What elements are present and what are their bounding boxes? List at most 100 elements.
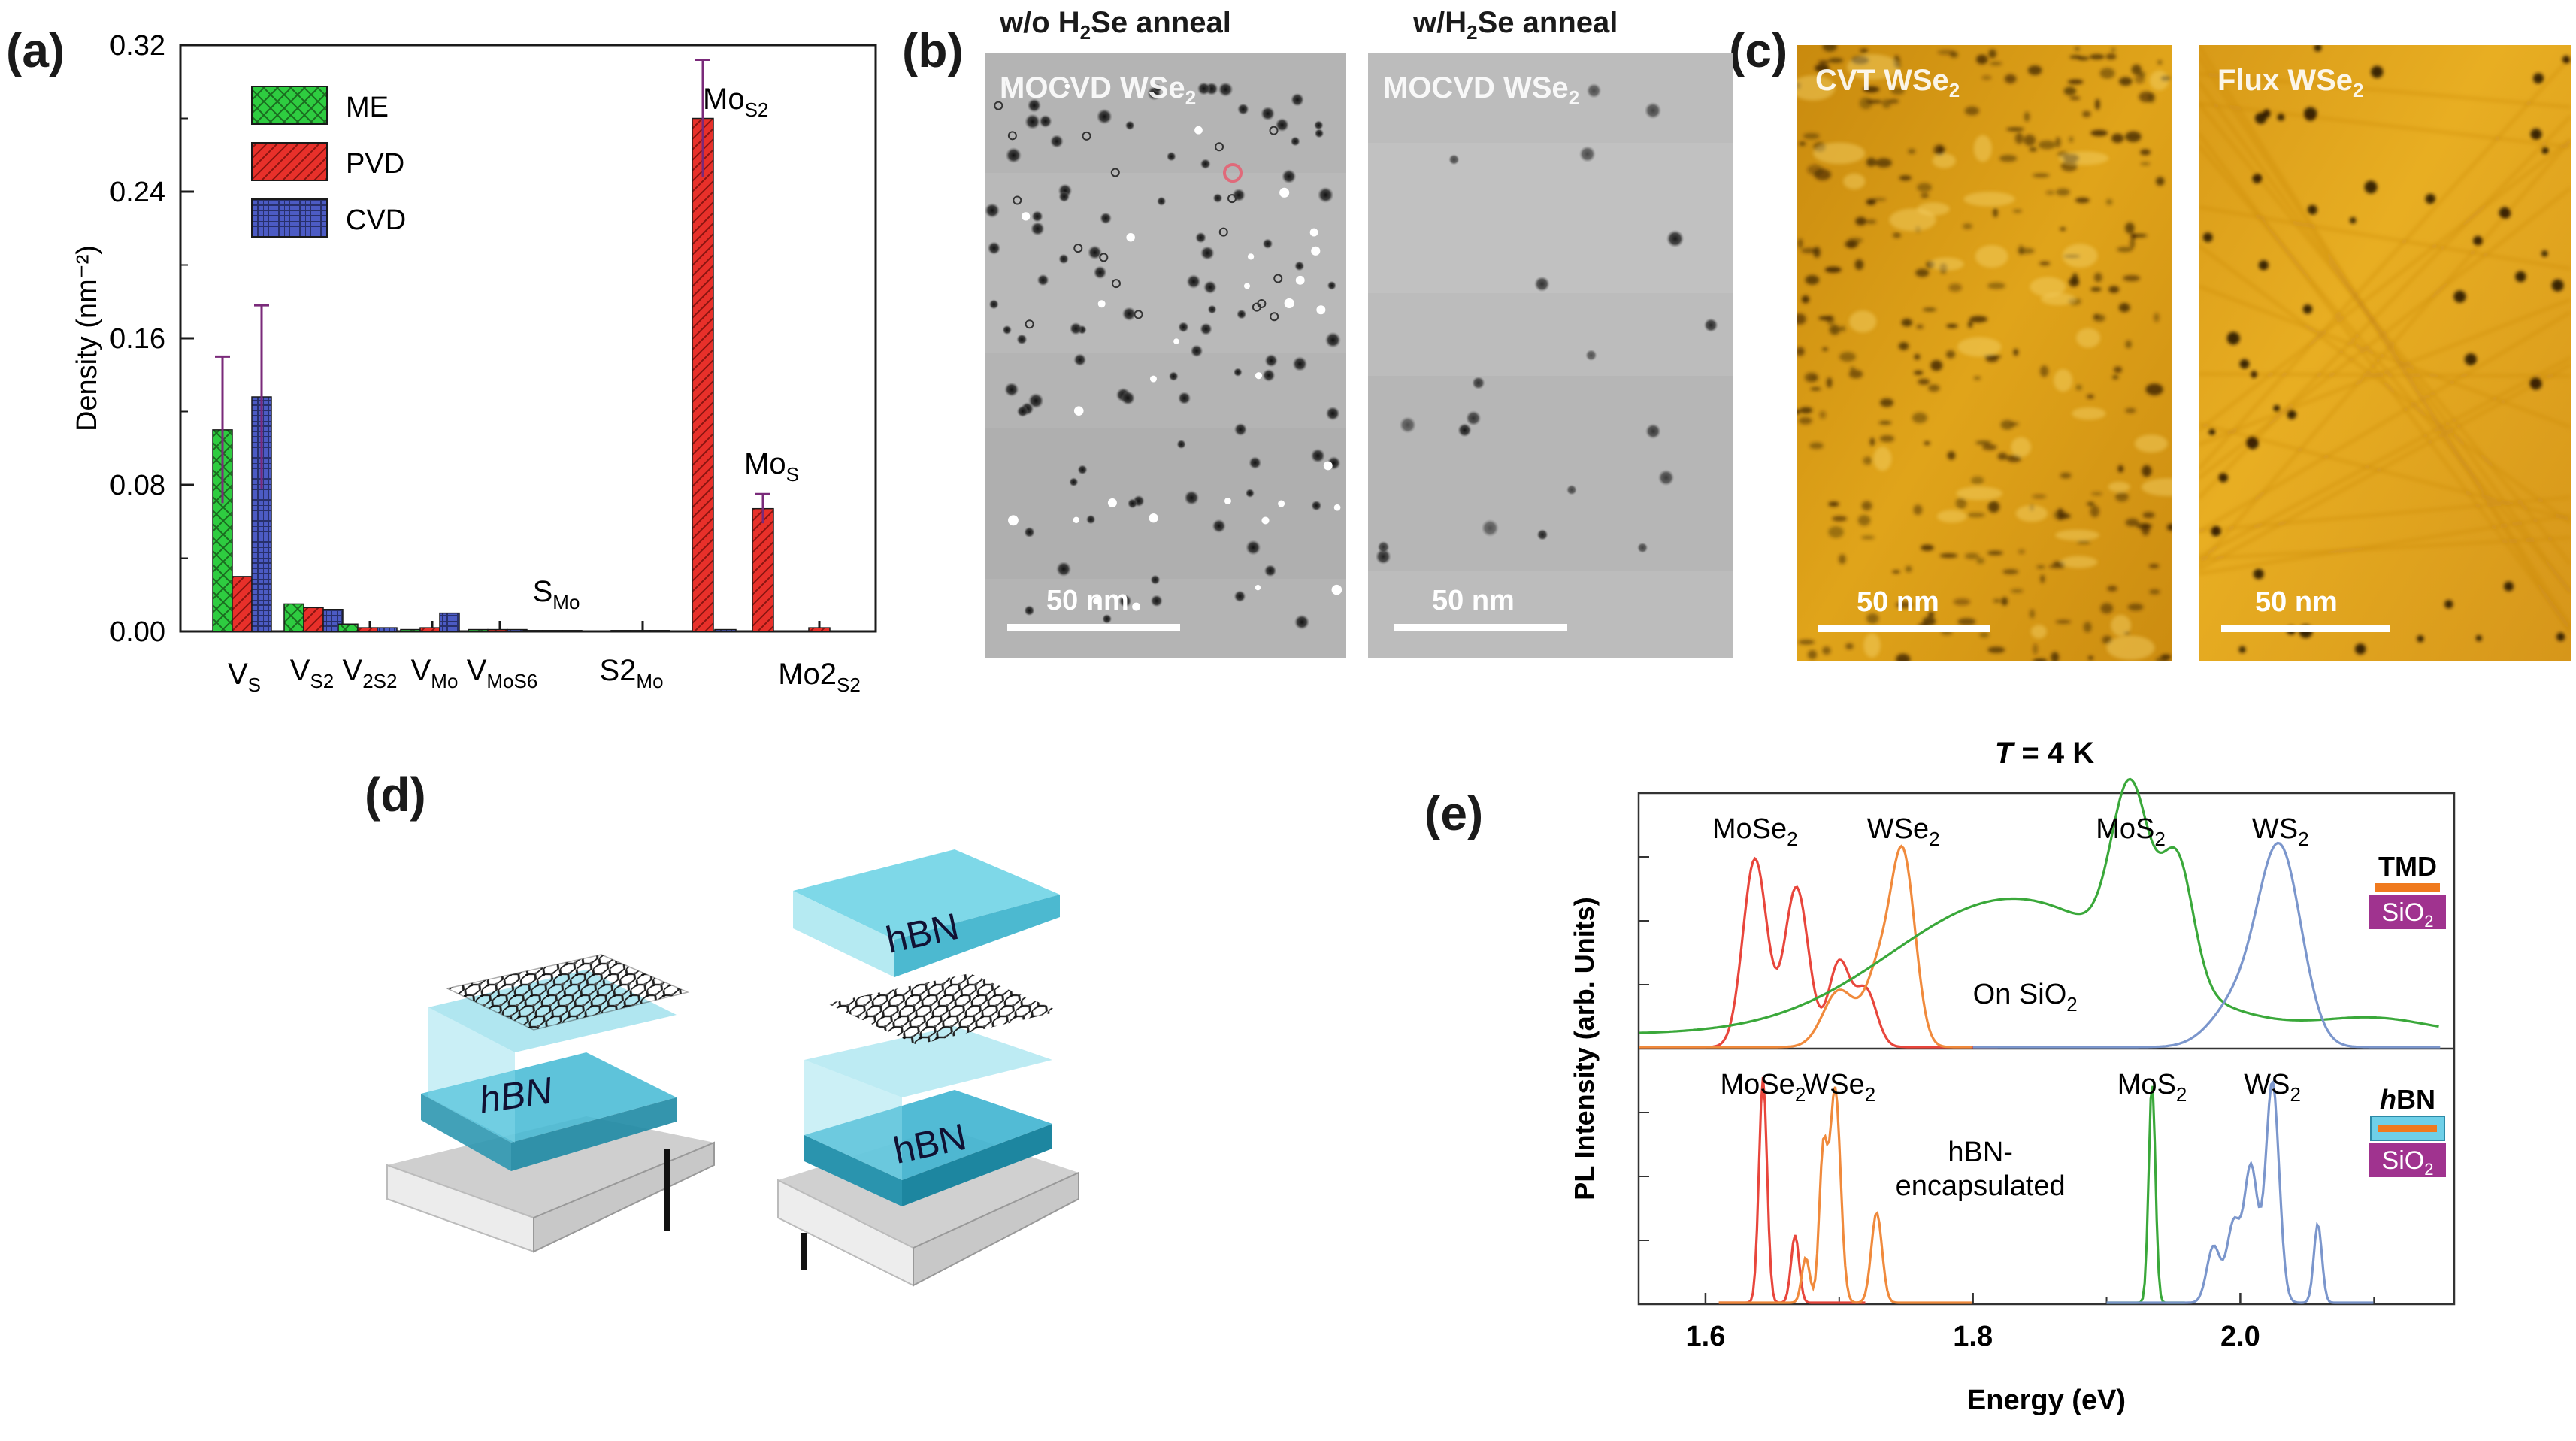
afm-dark-pit: [1815, 64, 1830, 72]
afm-dark-pit: [2018, 247, 2035, 254]
afm-dark-pit: [1927, 611, 1935, 617]
afm-streak: [2199, 55, 2571, 628]
afm-dark-pit: [2048, 565, 2066, 569]
afm-right-scale-bar: [2221, 625, 2390, 632]
defect-spot: [1666, 229, 1685, 248]
defect-spot: [1122, 307, 1137, 322]
bright-spot: [1255, 372, 1263, 380]
afm-dark-pit: [1922, 616, 1936, 626]
afm-defect: [2475, 635, 2482, 642]
defect-spot: [1027, 98, 1042, 113]
ring-defect: [1227, 194, 1237, 204]
defect-spot: [1168, 371, 1179, 382]
defect-spot: [1294, 614, 1310, 630]
afm-streak: [2199, 495, 2571, 534]
substrate-left: [386, 1116, 715, 1253]
defect-spot: [1087, 245, 1103, 260]
defect-spot: [1292, 356, 1308, 372]
afm-dark-pit: [2093, 272, 2102, 283]
peak-label-wse2-hbn: WSe2: [1803, 1069, 1875, 1106]
defect-spot: [1005, 147, 1022, 164]
bright-spot: [1295, 275, 1305, 285]
panel-label-c: (c): [1729, 23, 1788, 77]
afm-dark-pit: [2111, 47, 2116, 53]
afm-dark-pit: [1915, 268, 1930, 277]
afm-defect: [2252, 173, 2263, 184]
defect-spot: [1586, 83, 1602, 98]
afm-dark-pit: [1916, 324, 1924, 329]
legend-label-me: ME: [346, 92, 389, 123]
afm-dark-pit: [2111, 375, 2119, 380]
afm-dark-pit: [1890, 87, 1905, 95]
legend-swatch-me: [251, 86, 328, 125]
y-tick-label: 0.00: [110, 616, 165, 648]
afm-dark-pit: [2029, 609, 2036, 619]
afm-bright-region: [2141, 478, 2172, 496]
bright-spot: [1331, 584, 1342, 595]
afm-dark-pit: [1964, 106, 1980, 116]
defect-spot: [1085, 514, 1096, 525]
afm-dark-pit: [1826, 315, 1835, 325]
hbn-schematic: hBN hBN hBN: [386, 849, 1079, 1287]
bright-spot: [1132, 602, 1141, 611]
afm-dark-pit: [1976, 54, 1988, 65]
afm-streak: [2199, 71, 2571, 110]
pl-curve-ws2-sio2: [1972, 841, 2441, 1049]
defect-spot: [1585, 349, 1597, 362]
defect-spot: [1703, 318, 1718, 333]
afm-dark-pit: [2102, 635, 2113, 644]
defect-spot: [1073, 353, 1087, 367]
afm-dark-pit: [1973, 376, 1981, 380]
defect-spot: [1399, 416, 1417, 434]
inset-label-sio2: SiO2: [2382, 1146, 2434, 1179]
y-tick-label: 0.32: [110, 30, 165, 62]
ring-defect: [1218, 227, 1228, 237]
afm-dark-pit: [2115, 492, 2129, 502]
afm-defect: [2444, 600, 2453, 609]
inset-tmd-layer: [2378, 1125, 2437, 1132]
ring-defect: [1270, 312, 1279, 322]
afm-left-scale-text: 50 nm: [1857, 586, 1939, 618]
afm-dark-pit: [1809, 442, 1824, 450]
bright-spot: [1093, 598, 1100, 604]
afm-dark-pit: [1810, 387, 1821, 391]
pl-spectra-chart: T = 4 K 1.6 1.8 2.0 Energy (eV) PL Intensity …: [1569, 737, 2456, 1416]
defect-spot: [1566, 484, 1577, 495]
afm-defect: [2226, 331, 2240, 345]
defect-spot: [1003, 382, 1019, 397]
afm-defect: [2239, 359, 2250, 369]
bar-pvd-Mo2S2: [808, 627, 831, 632]
defect-spot: [1294, 261, 1305, 271]
defect-spot: [1237, 103, 1249, 116]
bar-cvd-V2S2: [377, 627, 398, 632]
afm-dark-pit: [1945, 350, 1956, 359]
bright-spot: [1194, 126, 1203, 135]
afm-dark-pit: [1947, 451, 1956, 460]
afm-dark-pit: [2036, 565, 2045, 569]
afm-defect: [2258, 260, 2269, 271]
afm-defect: [2472, 235, 2484, 246]
defect-spot: [1055, 561, 1072, 577]
peak-label-ws2-sio2: WS2: [2252, 813, 2309, 850]
afm-dark-pit: [1866, 613, 1879, 624]
defect-spot: [1184, 490, 1200, 506]
defect-spot: [1069, 477, 1079, 487]
afm-streak: [2199, 114, 2571, 501]
category-label-VMoS6: VMoS6: [467, 654, 538, 692]
ring-defect: [1099, 253, 1109, 262]
defect-spot: [1262, 368, 1276, 383]
afm-defect: [2208, 428, 2216, 436]
x-axis-label: Energy (eV): [1967, 1385, 2126, 1416]
afm-dark-pit: [1805, 275, 1820, 285]
defect-spot: [1058, 253, 1069, 265]
afm-dark-pit: [1936, 145, 1944, 156]
afm-dark-pit: [2075, 197, 2090, 204]
defect-spot: [1186, 274, 1201, 289]
defect-spot: [1093, 265, 1107, 280]
afm-bright-region: [1797, 75, 1836, 101]
inset-sio2-substrate: [2369, 895, 2446, 929]
bright-spot: [1255, 584, 1261, 591]
afm-streak: [2199, 132, 2571, 631]
afm-bright-region: [2134, 434, 2168, 453]
afm-dark-pit: [1822, 347, 1828, 351]
